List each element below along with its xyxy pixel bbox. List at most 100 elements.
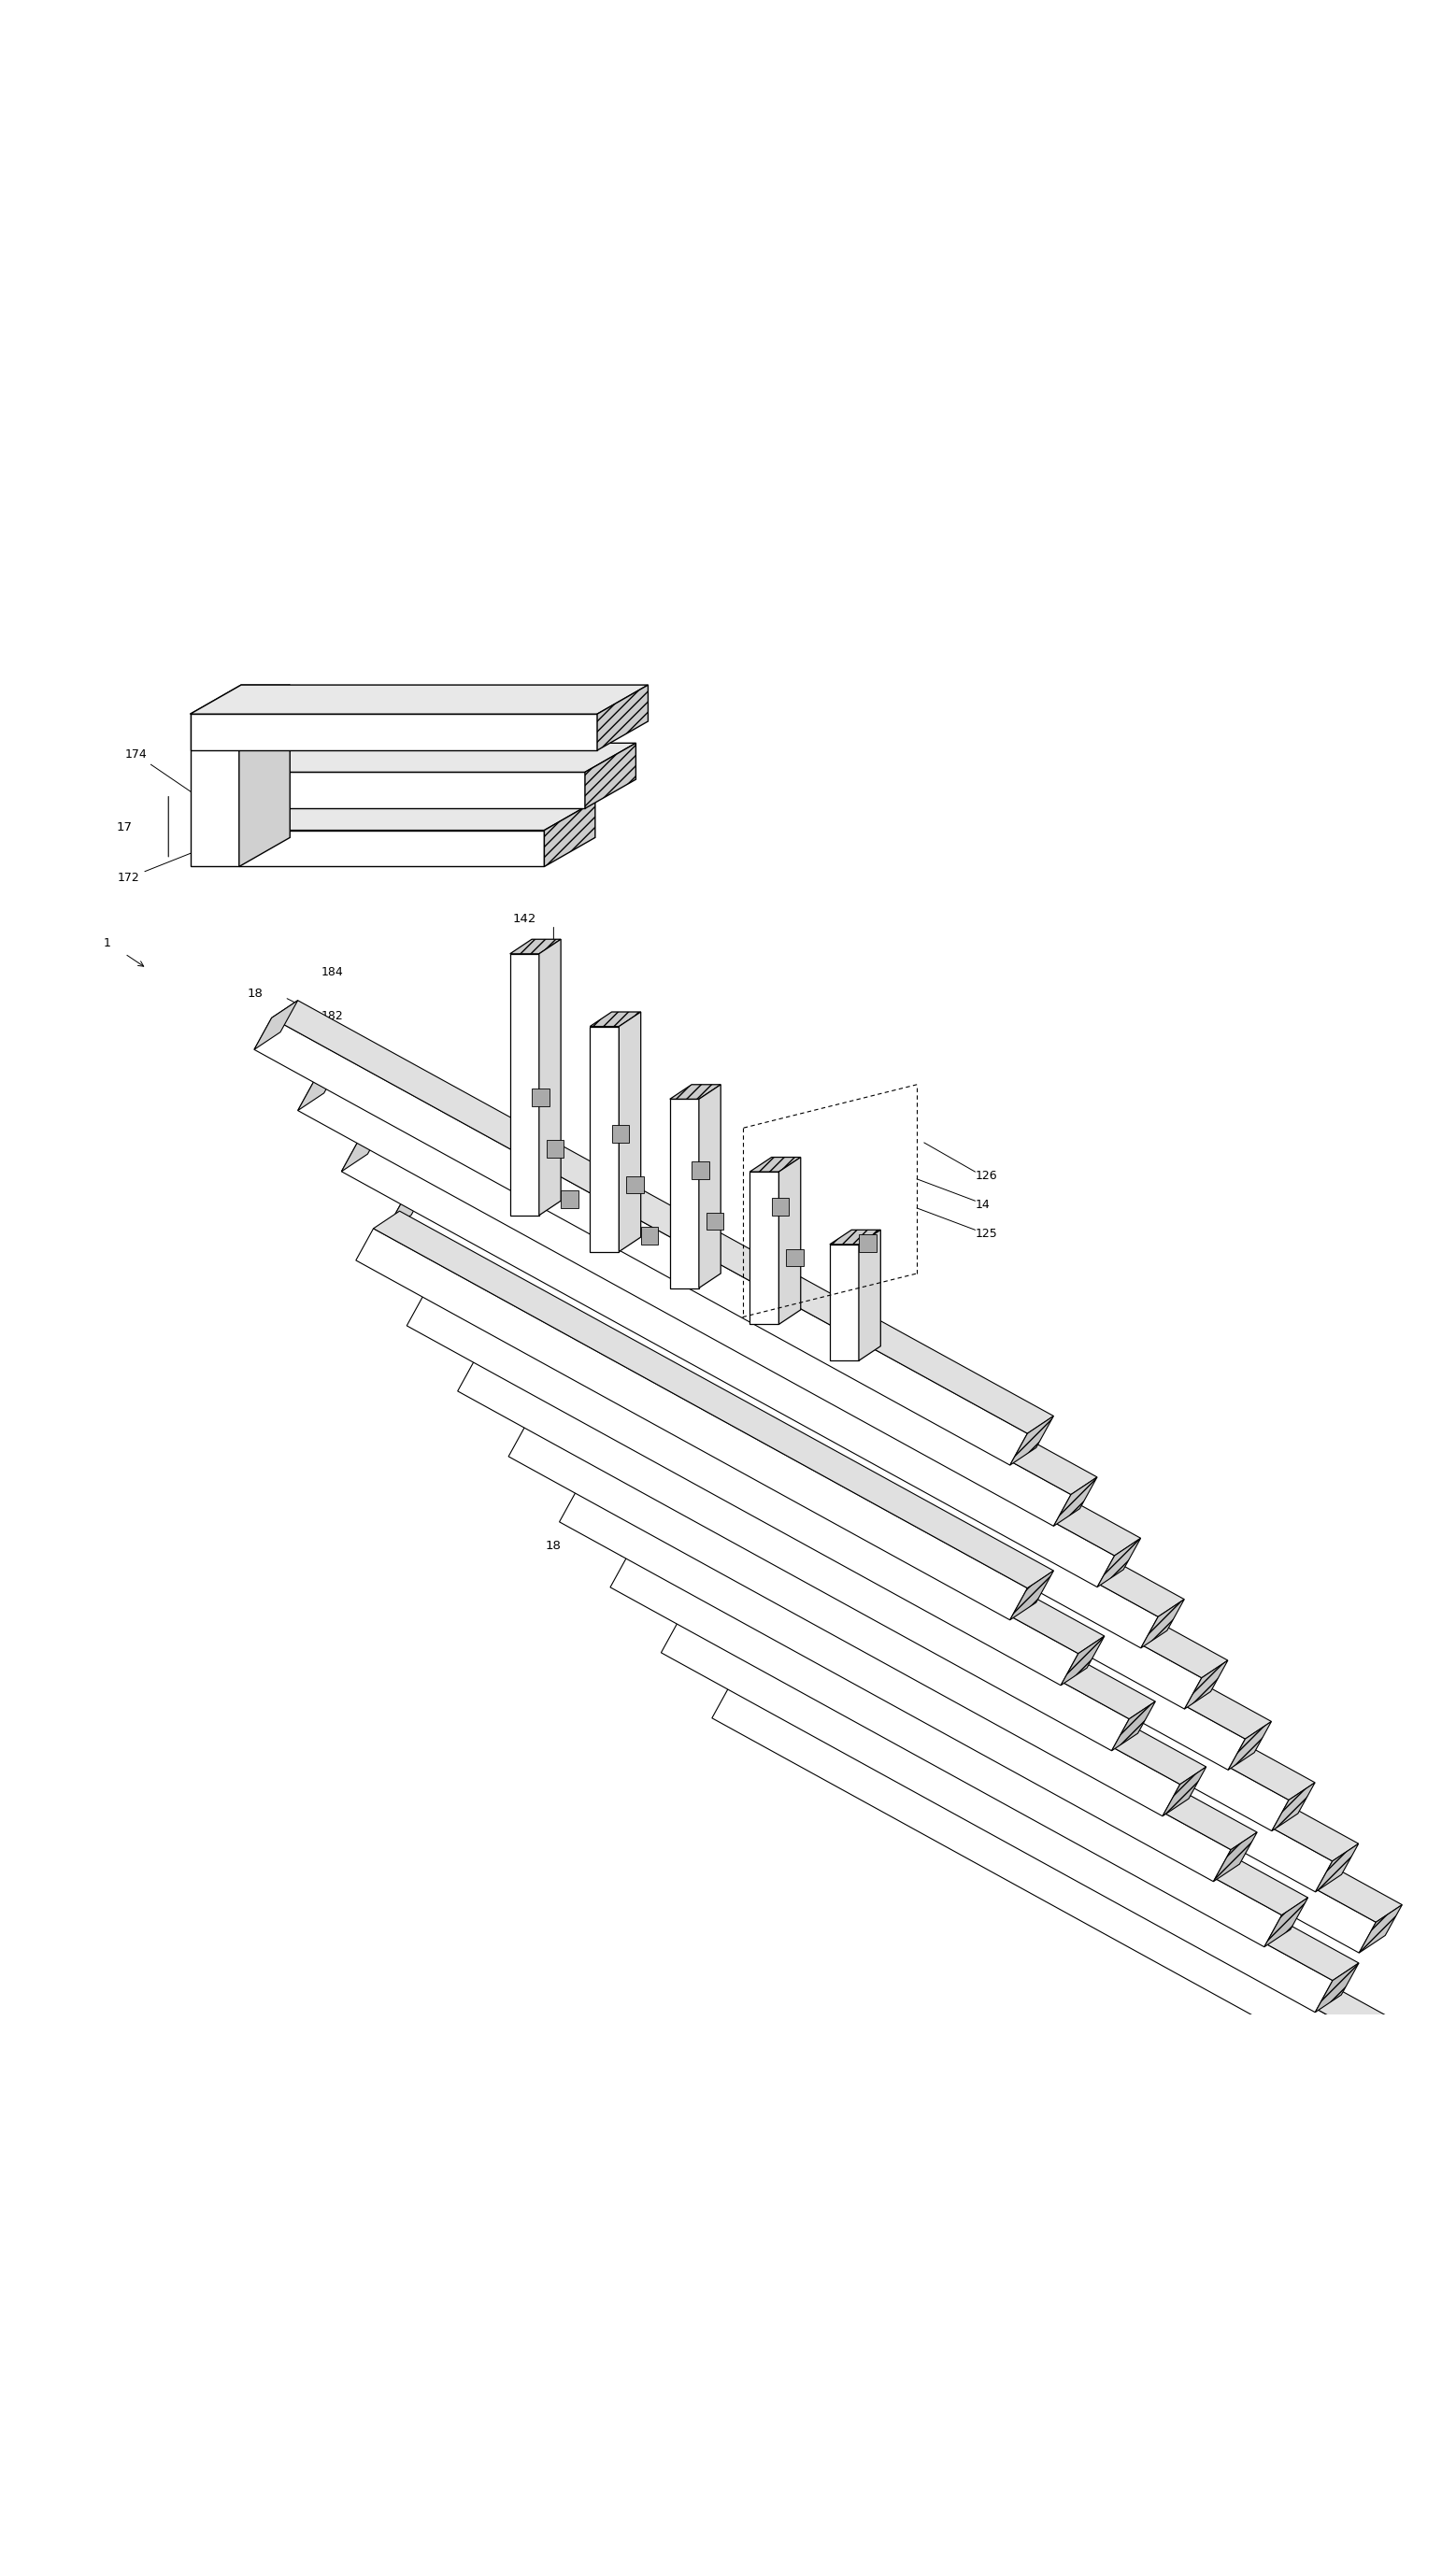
Polygon shape bbox=[1358, 1904, 1402, 1953]
Polygon shape bbox=[1010, 1571, 1054, 1620]
Text: 14: 14 bbox=[976, 1198, 990, 1211]
Polygon shape bbox=[678, 1602, 1358, 1981]
Polygon shape bbox=[191, 714, 239, 866]
Polygon shape bbox=[539, 940, 561, 1216]
Polygon shape bbox=[510, 953, 539, 1216]
Polygon shape bbox=[612, 1126, 629, 1144]
Polygon shape bbox=[298, 1061, 341, 1110]
Polygon shape bbox=[619, 1012, 641, 1252]
Polygon shape bbox=[191, 714, 597, 750]
Polygon shape bbox=[559, 1427, 603, 1476]
Polygon shape bbox=[355, 1229, 1028, 1620]
Polygon shape bbox=[472, 1306, 515, 1355]
Polygon shape bbox=[1054, 1476, 1098, 1525]
Polygon shape bbox=[239, 773, 585, 809]
Polygon shape bbox=[626, 1177, 644, 1193]
Polygon shape bbox=[373, 1211, 1054, 1589]
Polygon shape bbox=[546, 1139, 563, 1157]
Polygon shape bbox=[670, 1100, 699, 1288]
Polygon shape bbox=[585, 742, 636, 809]
Polygon shape bbox=[510, 940, 561, 953]
Polygon shape bbox=[1366, 2027, 1409, 2079]
Polygon shape bbox=[406, 1293, 1079, 1685]
Polygon shape bbox=[239, 685, 290, 866]
Polygon shape bbox=[533, 1368, 1315, 1801]
Polygon shape bbox=[255, 1018, 1028, 1466]
Text: 142: 142 bbox=[513, 912, 536, 925]
Polygon shape bbox=[561, 1190, 578, 1208]
Text: 184: 184 bbox=[619, 1548, 641, 1558]
Polygon shape bbox=[830, 1244, 859, 1360]
Polygon shape bbox=[1185, 1662, 1227, 1708]
Text: 18: 18 bbox=[248, 989, 264, 999]
Polygon shape bbox=[610, 1556, 1281, 1947]
Polygon shape bbox=[424, 1278, 1105, 1654]
Polygon shape bbox=[641, 1226, 658, 1244]
Polygon shape bbox=[590, 1012, 641, 1025]
Polygon shape bbox=[1061, 1636, 1105, 1685]
Polygon shape bbox=[239, 742, 636, 773]
Polygon shape bbox=[559, 1445, 1332, 1891]
Polygon shape bbox=[859, 1234, 877, 1252]
Polygon shape bbox=[342, 1123, 384, 1172]
Polygon shape bbox=[603, 1507, 1376, 1953]
Polygon shape bbox=[1162, 1767, 1206, 1816]
Polygon shape bbox=[1112, 1703, 1155, 1752]
Polygon shape bbox=[729, 1669, 1409, 2045]
Polygon shape bbox=[191, 685, 290, 714]
Polygon shape bbox=[1098, 1538, 1140, 1587]
Polygon shape bbox=[779, 1157, 801, 1324]
Polygon shape bbox=[692, 1162, 709, 1180]
Text: 184: 184 bbox=[320, 966, 344, 979]
Text: FIG. 1B (Prior art): FIG. 1B (Prior art) bbox=[951, 1816, 1144, 1837]
Polygon shape bbox=[526, 1406, 1206, 1785]
Polygon shape bbox=[446, 1244, 1227, 1677]
Polygon shape bbox=[428, 1262, 1201, 1708]
Polygon shape bbox=[577, 1427, 1358, 1860]
Text: 1: 1 bbox=[103, 938, 111, 951]
Polygon shape bbox=[859, 1229, 881, 1360]
Text: 174: 174 bbox=[125, 747, 202, 799]
Polygon shape bbox=[475, 1342, 1155, 1718]
Polygon shape bbox=[590, 1025, 619, 1252]
Polygon shape bbox=[428, 1244, 472, 1293]
Polygon shape bbox=[298, 1079, 1072, 1525]
Polygon shape bbox=[1264, 1899, 1307, 1947]
Polygon shape bbox=[239, 829, 545, 866]
Text: 18: 18 bbox=[546, 1540, 562, 1553]
Polygon shape bbox=[508, 1425, 1179, 1816]
Polygon shape bbox=[545, 801, 596, 866]
Text: 182: 182 bbox=[590, 1517, 612, 1530]
Polygon shape bbox=[239, 801, 596, 829]
Polygon shape bbox=[750, 1157, 801, 1172]
Polygon shape bbox=[342, 1141, 1114, 1587]
Polygon shape bbox=[830, 1229, 881, 1244]
Polygon shape bbox=[577, 1473, 1257, 1850]
Polygon shape bbox=[1315, 1963, 1358, 2012]
Polygon shape bbox=[750, 1172, 779, 1324]
Polygon shape bbox=[1213, 1832, 1257, 1880]
Polygon shape bbox=[1010, 1417, 1054, 1466]
Polygon shape bbox=[661, 1620, 1332, 2012]
Polygon shape bbox=[706, 1213, 724, 1229]
Polygon shape bbox=[772, 1198, 789, 1216]
Polygon shape bbox=[402, 1185, 1184, 1618]
Polygon shape bbox=[314, 1061, 1098, 1494]
Text: 182: 182 bbox=[320, 1010, 344, 1023]
Polygon shape bbox=[786, 1249, 804, 1267]
Polygon shape bbox=[712, 1687, 1383, 2079]
Polygon shape bbox=[531, 1090, 549, 1105]
Polygon shape bbox=[597, 685, 648, 750]
Text: 17: 17 bbox=[116, 822, 132, 835]
Polygon shape bbox=[628, 1538, 1307, 1914]
Polygon shape bbox=[489, 1306, 1271, 1739]
Polygon shape bbox=[1315, 1844, 1358, 1891]
Polygon shape bbox=[1271, 1783, 1315, 1832]
Polygon shape bbox=[670, 1084, 721, 1100]
Text: 172: 172 bbox=[118, 845, 210, 884]
Polygon shape bbox=[358, 1123, 1140, 1556]
Polygon shape bbox=[1229, 1721, 1271, 1770]
Polygon shape bbox=[457, 1360, 1130, 1752]
Polygon shape bbox=[620, 1489, 1402, 1922]
Polygon shape bbox=[191, 685, 648, 714]
